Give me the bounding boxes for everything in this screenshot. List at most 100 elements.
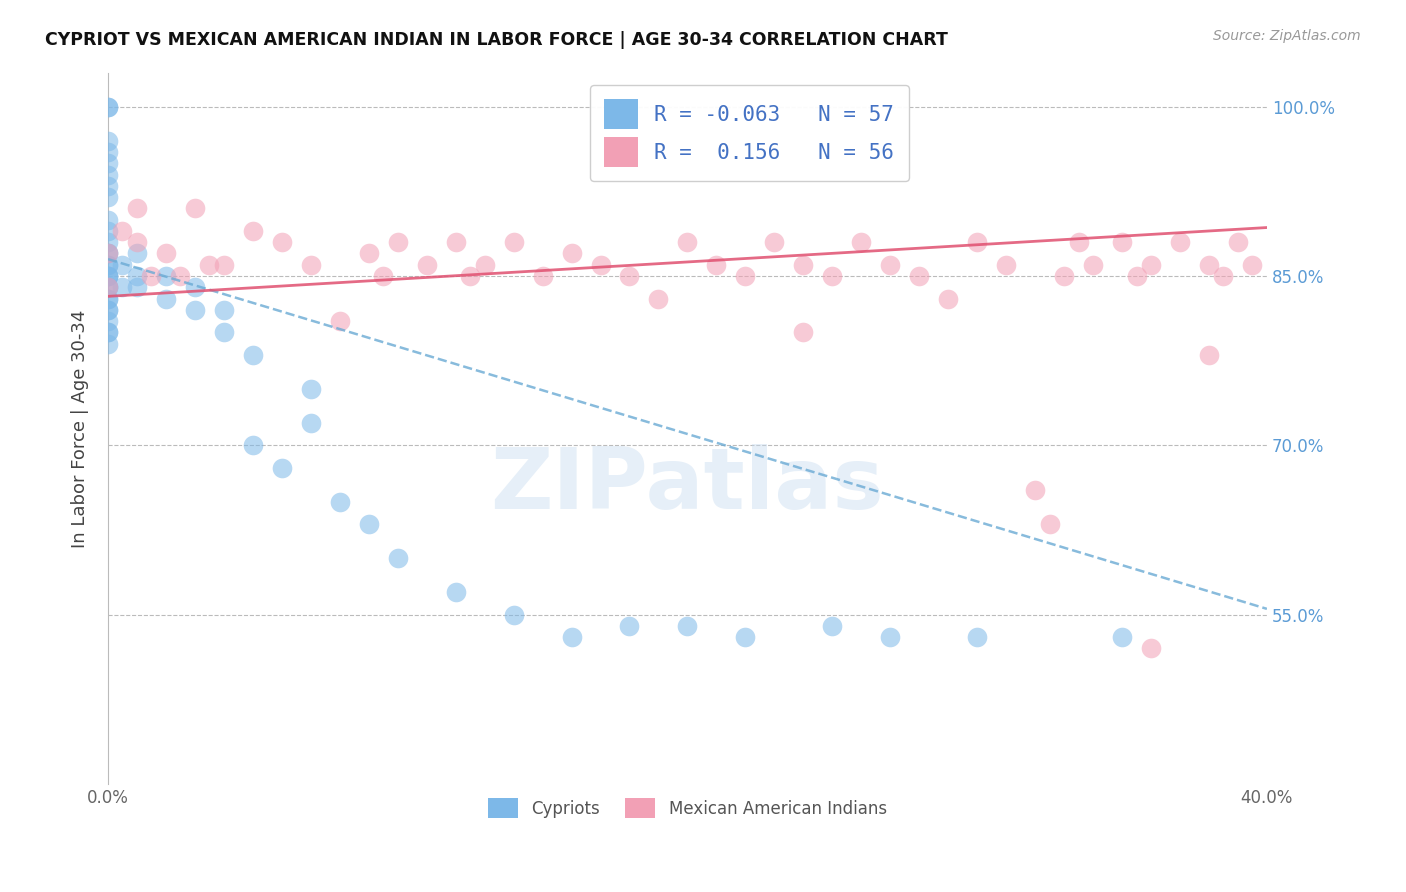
Point: [821, 268, 844, 283]
Point: [242, 224, 264, 238]
Point: [242, 348, 264, 362]
Point: [763, 235, 786, 250]
Point: [387, 551, 409, 566]
Point: [1140, 641, 1163, 656]
Point: [97, 212, 120, 227]
Point: [97, 326, 120, 340]
Point: [995, 258, 1018, 272]
Point: [329, 314, 352, 328]
Point: [792, 258, 814, 272]
Point: [97, 246, 120, 260]
Text: ZIPatlas: ZIPatlas: [491, 443, 884, 526]
Point: [1198, 348, 1220, 362]
Point: [531, 268, 554, 283]
Point: [1111, 235, 1133, 250]
Point: [357, 517, 380, 532]
Point: [212, 326, 235, 340]
Point: [125, 235, 148, 250]
Point: [125, 202, 148, 216]
Point: [184, 202, 207, 216]
Point: [97, 292, 120, 306]
Point: [97, 246, 120, 260]
Text: CYPRIOT VS MEXICAN AMERICAN INDIAN IN LABOR FORCE | AGE 30-34 CORRELATION CHART: CYPRIOT VS MEXICAN AMERICAN INDIAN IN LA…: [45, 31, 948, 49]
Point: [97, 258, 120, 272]
Point: [415, 258, 437, 272]
Point: [125, 268, 148, 283]
Point: [97, 246, 120, 260]
Point: [97, 178, 120, 193]
Point: [676, 235, 699, 250]
Point: [97, 235, 120, 250]
Point: [444, 585, 467, 599]
Point: [97, 314, 120, 328]
Point: [212, 258, 235, 272]
Point: [270, 235, 292, 250]
Point: [270, 460, 292, 475]
Point: [792, 326, 814, 340]
Y-axis label: In Labor Force | Age 30-34: In Labor Force | Age 30-34: [72, 310, 89, 548]
Point: [111, 258, 134, 272]
Point: [299, 258, 322, 272]
Point: [561, 246, 583, 260]
Point: [502, 235, 524, 250]
Point: [1039, 517, 1062, 532]
Point: [966, 630, 988, 644]
Point: [299, 416, 322, 430]
Point: [357, 246, 380, 260]
Point: [706, 258, 728, 272]
Point: [821, 619, 844, 633]
Point: [1212, 268, 1234, 283]
Point: [879, 258, 901, 272]
Point: [97, 145, 120, 159]
Point: [561, 630, 583, 644]
Point: [734, 630, 756, 644]
Point: [97, 224, 120, 238]
Point: [155, 292, 177, 306]
Point: [111, 224, 134, 238]
Point: [936, 292, 959, 306]
Point: [1024, 483, 1046, 498]
Point: [97, 280, 120, 294]
Point: [1241, 258, 1264, 272]
Point: [373, 268, 395, 283]
Point: [184, 302, 207, 317]
Point: [1053, 268, 1076, 283]
Point: [97, 134, 120, 148]
Point: [647, 292, 669, 306]
Point: [387, 235, 409, 250]
Point: [97, 100, 120, 114]
Point: [97, 168, 120, 182]
Point: [97, 302, 120, 317]
Point: [97, 190, 120, 204]
Point: [97, 258, 120, 272]
Point: [97, 156, 120, 170]
Point: [619, 619, 641, 633]
Point: [1111, 630, 1133, 644]
Point: [329, 494, 352, 508]
Text: Source: ZipAtlas.com: Source: ZipAtlas.com: [1213, 29, 1361, 43]
Point: [111, 280, 134, 294]
Point: [619, 268, 641, 283]
Legend: Cypriots, Mexican American Indians: Cypriots, Mexican American Indians: [481, 791, 893, 825]
Point: [734, 268, 756, 283]
Point: [184, 280, 207, 294]
Point: [155, 246, 177, 260]
Point: [125, 246, 148, 260]
Point: [1125, 268, 1147, 283]
Point: [1067, 235, 1090, 250]
Point: [125, 280, 148, 294]
Point: [242, 438, 264, 452]
Point: [97, 280, 120, 294]
Point: [155, 268, 177, 283]
Point: [474, 258, 496, 272]
Point: [97, 292, 120, 306]
Point: [97, 268, 120, 283]
Point: [141, 268, 163, 283]
Point: [97, 302, 120, 317]
Point: [1226, 235, 1249, 250]
Point: [169, 268, 191, 283]
Point: [299, 382, 322, 396]
Point: [1198, 258, 1220, 272]
Point: [502, 607, 524, 622]
Point: [97, 268, 120, 283]
